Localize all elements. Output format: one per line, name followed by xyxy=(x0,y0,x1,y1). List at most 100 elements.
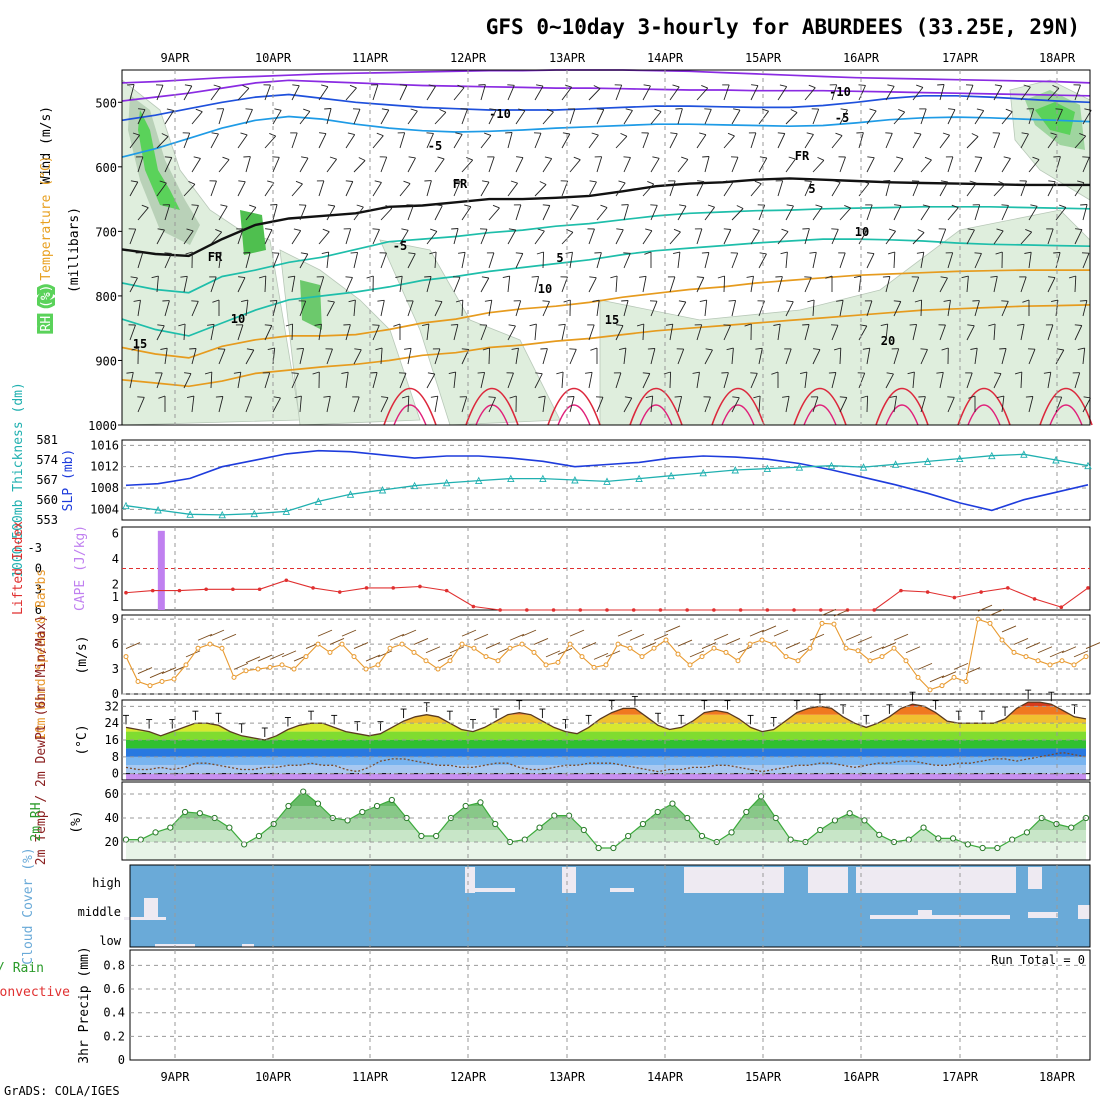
wind-barb xyxy=(785,396,790,413)
wind-barb xyxy=(1001,158,1011,173)
wind-barb xyxy=(777,180,784,197)
lifted-index-marker xyxy=(712,608,716,612)
wind-barb xyxy=(381,108,389,111)
thickness-marker xyxy=(603,477,611,485)
wind-barb xyxy=(654,108,662,113)
wind-barb xyxy=(1074,84,1081,101)
wind-barb xyxy=(835,132,843,137)
wind-barb xyxy=(623,397,633,413)
wind-barb xyxy=(542,205,551,221)
rh-marker xyxy=(122,836,130,843)
wind-barb xyxy=(285,323,293,327)
wind-barb xyxy=(507,372,514,389)
wind-barb xyxy=(507,182,518,197)
wind-barb xyxy=(156,325,165,341)
wind-barb xyxy=(888,228,896,232)
wind-barb xyxy=(295,180,303,185)
contour-label: 15 xyxy=(605,313,619,327)
wind-barb xyxy=(858,84,866,86)
lifted-index-marker xyxy=(498,608,502,612)
wind-barb xyxy=(212,299,220,303)
wind-barb xyxy=(771,371,779,375)
wind-barb xyxy=(862,347,870,350)
wind-barb xyxy=(563,299,571,303)
wind-barb xyxy=(860,228,868,231)
wind-speed-marker xyxy=(207,641,213,647)
temperature-contour xyxy=(121,69,1091,84)
rh-marker xyxy=(226,824,233,831)
wind-barb xyxy=(939,228,947,245)
wind-speed-marker xyxy=(663,637,669,643)
wind-barb xyxy=(218,108,225,125)
wind-barb xyxy=(507,84,515,86)
wind-barb xyxy=(245,300,249,317)
y-tick-label: 800 xyxy=(95,290,117,304)
rh-marker xyxy=(935,835,942,842)
wind-barb xyxy=(448,371,456,375)
wind-barb xyxy=(869,108,877,112)
wind-speed-marker xyxy=(903,658,909,664)
wind-barb xyxy=(974,157,983,173)
wind-barb xyxy=(272,397,281,413)
wind-barb xyxy=(156,229,165,245)
rh-marker xyxy=(846,810,853,817)
wind-barb xyxy=(804,276,812,278)
wind-barb xyxy=(542,204,550,206)
wind-barb xyxy=(345,87,357,101)
wind-speed-marker xyxy=(675,651,681,657)
wind-barb xyxy=(435,204,443,207)
wind-barb xyxy=(399,132,406,149)
wind-barb xyxy=(781,228,789,233)
wind-barb xyxy=(647,348,655,350)
y-axis-label-wind: Wind (m/s) xyxy=(39,106,54,184)
wind-barb xyxy=(786,300,794,303)
wind-barb xyxy=(725,180,733,184)
x-tick-label-bottom: 18APR xyxy=(1039,1070,1076,1084)
cloud-clear-patch xyxy=(808,867,848,893)
wind-barb xyxy=(777,276,783,293)
wind-barb xyxy=(380,347,383,365)
wind-barb xyxy=(480,229,488,245)
wind-barb xyxy=(372,135,384,149)
wind-barb xyxy=(650,204,658,206)
wind-barb xyxy=(238,180,246,183)
rh-marker xyxy=(388,796,395,804)
wind-barb xyxy=(1028,206,1038,221)
wind-barb xyxy=(993,323,996,341)
lifted-index-marker xyxy=(124,590,128,595)
wind-barb xyxy=(538,395,546,398)
wind-barb-10m xyxy=(1085,642,1100,649)
wind-barb xyxy=(758,300,765,317)
wind-barb-10m xyxy=(749,629,765,637)
wind-barb xyxy=(809,251,817,254)
wind-barb xyxy=(746,275,754,278)
wind-barb xyxy=(157,324,165,327)
rh-marker xyxy=(477,799,484,806)
wind-barb-10m xyxy=(257,654,273,662)
lifted-index-marker xyxy=(792,608,796,612)
wind-barb xyxy=(1025,228,1032,233)
wind-barb xyxy=(642,372,650,374)
wind-barb xyxy=(318,231,330,245)
wind-barb xyxy=(183,276,188,293)
wind-barb xyxy=(461,108,468,125)
temperature-contour-warm xyxy=(465,388,519,426)
wind-barb xyxy=(299,157,309,173)
wind-barb xyxy=(156,276,159,293)
thickness-marker xyxy=(346,490,355,498)
wind-barb xyxy=(914,299,922,303)
wind-barb xyxy=(886,372,894,375)
lifted-index-marker xyxy=(631,608,636,612)
wind-barb xyxy=(380,207,393,221)
wind-barb xyxy=(588,88,601,101)
wind-barb xyxy=(704,396,711,413)
wind-barb xyxy=(141,204,149,209)
wind-barb xyxy=(272,253,280,269)
wind-speed-marker xyxy=(459,641,465,647)
wind-barb xyxy=(322,228,330,233)
thickness-marker xyxy=(122,501,130,510)
wind-tick-label: 6 xyxy=(112,637,119,651)
wind-barb xyxy=(536,84,544,87)
wind-barb xyxy=(403,180,411,185)
wind-barb xyxy=(222,156,230,161)
